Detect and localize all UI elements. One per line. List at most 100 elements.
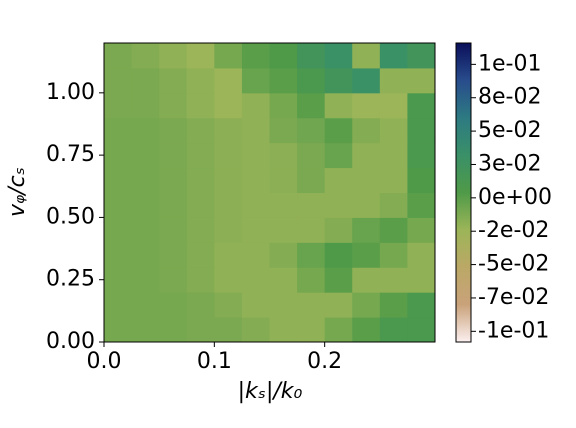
heatmap-cell <box>159 242 188 268</box>
heatmap-cell <box>297 92 326 119</box>
heatmap-cell <box>407 192 436 218</box>
heatmap-cell <box>379 292 408 318</box>
heatmap-cell <box>407 242 436 268</box>
heatmap-cell <box>241 92 270 119</box>
heatmap-cell <box>131 317 160 343</box>
heatmap-cell <box>131 67 160 94</box>
x-tick-label: 0.0 <box>87 349 122 374</box>
heatmap-cell <box>159 192 188 218</box>
heatmap-cell <box>379 92 408 119</box>
heatmap-cell <box>186 142 215 169</box>
heatmap-cell <box>104 43 133 69</box>
heatmap-cell <box>241 317 270 343</box>
heatmap-cell <box>297 192 326 218</box>
heatmap-cell <box>214 317 243 343</box>
heatmap-cell <box>269 117 298 144</box>
heatmap-cell <box>131 43 160 69</box>
heatmap-cell <box>104 67 133 94</box>
y-tick-label: 0.75 <box>46 142 95 167</box>
heatmap-cell <box>297 67 326 94</box>
heatmap-cell <box>159 217 188 243</box>
heatmap-cell <box>269 292 298 318</box>
heatmap-cell <box>186 43 215 69</box>
heatmap-cell <box>352 267 381 293</box>
heatmap-cell <box>186 217 215 243</box>
heatmap-cell <box>214 67 243 94</box>
heatmap-cell <box>159 67 188 94</box>
heatmap-cell <box>352 242 381 268</box>
heatmap-cell <box>297 292 326 318</box>
heatmap-cell <box>104 217 133 243</box>
heatmap-cell <box>241 217 270 243</box>
heatmap-cell <box>407 317 436 343</box>
heatmap-cell <box>241 167 270 193</box>
heatmap-cell <box>297 117 326 144</box>
heatmap-cell <box>379 217 408 243</box>
heatmap-cell <box>297 43 326 69</box>
colorbar <box>455 42 472 343</box>
heatmap-cell <box>324 242 353 268</box>
heatmap-cell <box>379 192 408 218</box>
heatmap-cell <box>324 92 353 119</box>
heatmap-cell <box>269 267 298 293</box>
heatmap-cell <box>297 242 326 268</box>
heatmap-cell <box>269 142 298 169</box>
colorbar-tick-label: 0e+00 <box>478 185 552 210</box>
heatmap-cell <box>159 117 188 144</box>
heatmap-cell <box>324 117 353 144</box>
heatmap-cell <box>131 267 160 293</box>
heatmap-cell <box>186 117 215 144</box>
heatmap-cell <box>407 67 436 94</box>
heatmap-cell <box>269 43 298 69</box>
heatmap-cell <box>297 217 326 243</box>
heatmap-cell <box>214 267 243 293</box>
heatmap-cell <box>159 267 188 293</box>
heatmap-cell <box>186 67 215 94</box>
heatmap-cell <box>214 92 243 119</box>
heatmap-cell <box>297 317 326 343</box>
heatmap-cell <box>407 142 436 169</box>
heatmap-cell <box>214 217 243 243</box>
heatmap-cell <box>352 142 381 169</box>
heatmap-cell <box>379 317 408 343</box>
heatmap-cell <box>104 317 133 343</box>
y-tick-label: 1.00 <box>46 80 95 105</box>
colorbar-tick-label: 5e-02 <box>478 118 541 143</box>
heatmap-cell <box>214 292 243 318</box>
heatmap-cell <box>159 142 188 169</box>
heatmap-cell <box>131 117 160 144</box>
heatmap-cell <box>131 167 160 193</box>
heatmap-cell <box>324 317 353 343</box>
heatmap-cell <box>407 267 436 293</box>
heatmap-cell <box>352 167 381 193</box>
heatmap-cell <box>131 192 160 218</box>
heatmap-cell <box>269 242 298 268</box>
colorbar-tick-label: -2e-02 <box>478 218 549 243</box>
heatmap-cell <box>104 167 133 193</box>
heatmap-cell <box>131 217 160 243</box>
heatmap-cell <box>186 292 215 318</box>
heatmap-cell <box>214 192 243 218</box>
heatmap-cell <box>159 167 188 193</box>
heatmap-cell <box>407 217 436 243</box>
heatmap-cell <box>104 267 133 293</box>
heatmap-cell <box>297 167 326 193</box>
x-axis-label: |kₛ|/k₀ <box>238 379 303 404</box>
colorbar-tick-label: -7e-02 <box>478 285 549 310</box>
heatmap-cell <box>241 192 270 218</box>
heatmap-cell <box>352 67 381 94</box>
heatmap-cell <box>186 267 215 293</box>
heatmap-cell <box>407 167 436 193</box>
y-axis-label: vᵩ/cₛ <box>5 167 30 217</box>
x-tick-label: 0.2 <box>307 349 342 374</box>
heatmap-cell <box>324 142 353 169</box>
heatmap-cell <box>131 242 160 268</box>
heatmap-cell <box>241 117 270 144</box>
heatmap-cell <box>241 267 270 293</box>
heatmap-cell <box>131 92 160 119</box>
y-tick-label: 0.50 <box>46 204 95 229</box>
heatmap-cell <box>241 292 270 318</box>
heatmap-cell <box>214 242 243 268</box>
heatmap-cell <box>104 92 133 119</box>
